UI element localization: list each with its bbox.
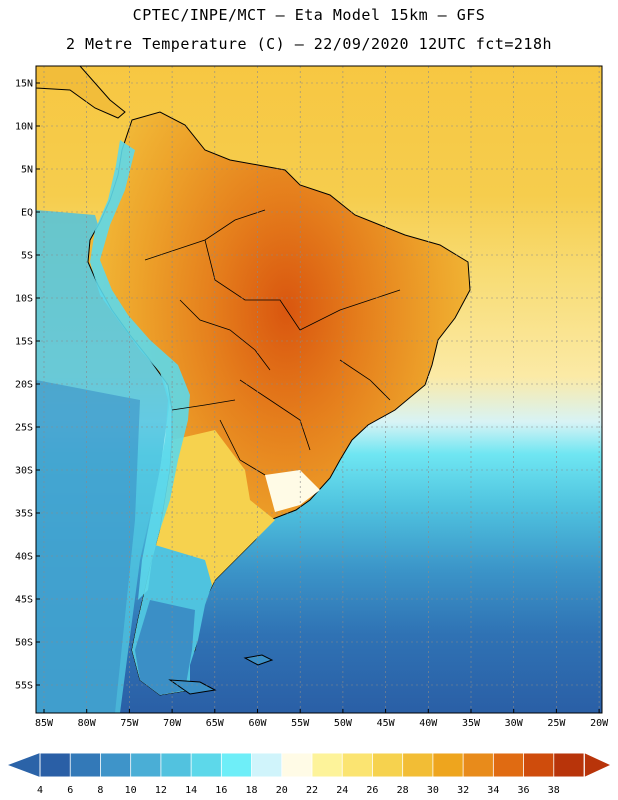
colorbar-swatch [100,752,132,778]
colorbar-left-arrow [8,753,40,777]
colorbar-swatch [69,752,102,778]
colorbar-label: 24 [336,785,348,796]
tierra-del-fuego [168,679,217,695]
lon-label: 55W [291,718,310,729]
lat-label: 5S [21,251,33,262]
lon-label: 75W [120,718,139,729]
colorbar-label: 30 [427,785,439,796]
colorbar-label: 12 [155,785,167,796]
colorbar-label: 28 [397,785,409,796]
colorbar-swatch [372,752,404,778]
lon-label: 20W [590,718,609,729]
lon-label: 85W [35,718,54,729]
colorbar-label: 36 [518,785,530,796]
lon-label: 45W [377,718,396,729]
colorbar-swatch [402,752,434,778]
lon-label: 25W [547,718,566,729]
lat-label: 10S [15,294,33,305]
lat-label: 45S [15,595,33,606]
temperature-colorbar: 4 6 8 10 12 14 16 18 20 22 24 26 28 30 32 34 36 38 [8,752,610,796]
colorbar-label: 22 [306,785,318,796]
map-title: CPTEC/INPE/MCT – Eta Model 15km – GFS [132,6,486,24]
lat-label: 25S [15,423,33,434]
colorbar-label: 18 [246,785,258,796]
pacific-cold-band [36,380,140,713]
colorbar-label: 16 [215,785,227,796]
map-frame [35,65,603,714]
lat-label: 30S [15,466,33,477]
colorbar-label: 26 [366,785,378,796]
central-america [36,66,126,119]
lon-label: 80W [78,718,97,729]
colorbar-swatch [190,752,223,778]
lat-label: 10N [15,122,33,133]
lat-label: 15S [15,337,33,348]
falkland-islands [243,654,274,666]
lat-label: 40S [15,552,33,563]
lat-label: 15N [15,79,33,90]
lon-label: 65W [206,718,225,729]
colorbar-swatch [553,752,585,778]
map-subtitle: 2 Metre Temperature (C) – 22/09/2020 12U… [65,35,553,53]
la-plata-cool [265,470,320,512]
longitude-labels: 85W 80W 75W 70W 65W 60W 55W 50W 45W 40W 35W 30W 25W 2… [35,709,609,729]
colorbar-label: 4 [37,785,43,796]
andes-cold-strip [90,140,190,600]
colorbar-outline [39,752,585,778]
country-borders [144,209,401,476]
lon-label: 60W [248,718,267,729]
colorbar-label: 6 [67,785,73,796]
lat-label: 5N [21,165,33,176]
colorbar-swatch [432,752,465,778]
colorbar-swatch [160,752,193,778]
colorbar-swatch [341,752,374,778]
colorbar-label: 10 [125,785,137,796]
patagonia-colder [135,600,195,695]
colorbar-swatch [492,752,525,778]
colorbar-label: 20 [276,785,288,796]
lon-label: 40W [419,718,438,729]
colorbar-swatch [130,752,162,778]
lon-label: 70W [163,718,182,729]
colorbar-swatch [220,752,253,778]
latitude-labels: 15N 10N 5N EQ 5S 10S 15S 20S 25S 30S 35S 40S 45S 50S 5… [15,79,40,692]
colorbar-swatch [39,752,72,778]
colorbar-swatch [281,752,313,778]
colorbar-label: 14 [185,785,197,796]
colorbar-label: 32 [457,785,469,796]
lat-label: 50S [15,638,33,649]
colorbar-swatch [251,752,283,778]
colorbar-swatch [462,752,495,778]
colorbar-swatch [523,752,555,778]
colorbar-label: 38 [548,785,560,796]
lat-label: EQ [21,208,33,219]
lon-label: 35W [462,718,481,729]
colorbar-label: 8 [97,785,103,796]
lat-label: 55S [15,681,33,692]
colorbar-label: 34 [487,785,499,796]
lat-label: 20S [15,380,33,391]
lon-label: 50W [334,718,353,729]
lat-lon-grid [36,66,602,713]
lon-label: 30W [505,718,524,729]
colorbar-right-arrow [584,753,610,777]
lat-label: 35S [15,509,33,520]
colorbar-swatch [311,752,344,778]
